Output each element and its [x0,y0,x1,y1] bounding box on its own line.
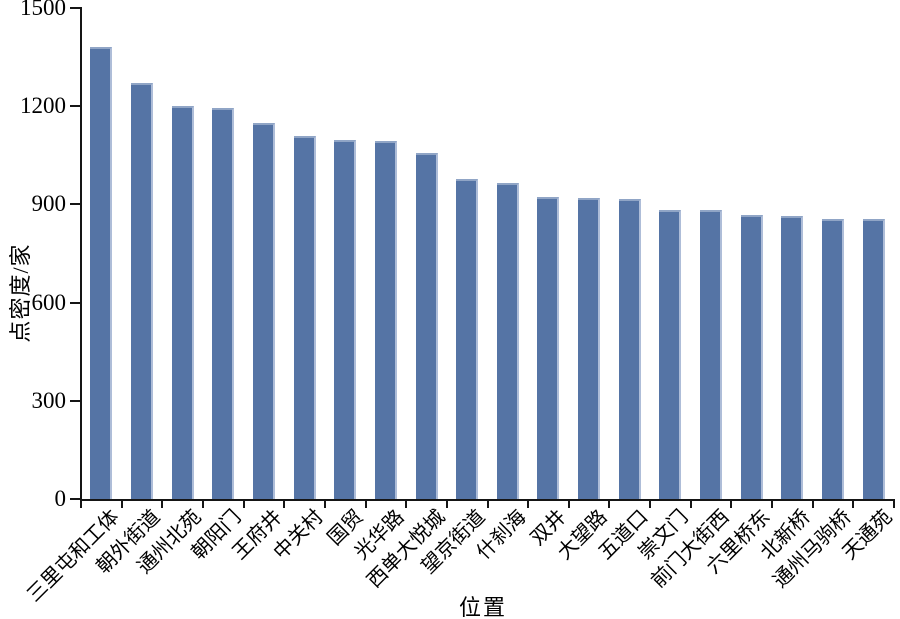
x-tick-mark [364,501,367,508]
x-tick-mark [161,501,164,508]
x-tick-mark [527,501,530,508]
bar [90,47,113,499]
bar [578,197,601,499]
x-tick-mark [852,501,855,508]
x-tick-mark [242,501,245,508]
y-tick-label: 900 [31,191,67,217]
y-tick-mark [70,301,80,304]
bar [781,216,804,499]
x-tick-mark [893,501,895,508]
y-tick-label: 300 [31,387,67,413]
bar [130,82,153,499]
x-tick-mark [405,501,408,508]
bar [618,198,641,499]
x-tick-mark [80,501,82,508]
y-tick-label: 0 [54,486,67,511]
x-tick-mark [811,501,814,508]
bar [659,209,682,499]
y-tick-label: 600 [31,289,67,315]
x-tick-mark [771,501,774,508]
x-tick-mark [283,501,286,508]
bar [537,196,560,499]
bar [374,140,397,499]
bar [862,219,885,499]
bar [212,107,235,499]
x-tick-mark [730,501,733,508]
x-tick-mark [608,501,611,508]
y-tick-mark [70,498,80,500]
x-tick-mark [486,501,489,508]
bar [293,136,316,499]
y-tick-label: 1200 [20,93,66,119]
bar [700,209,723,499]
bar [334,140,357,499]
bar [415,153,438,499]
bar [740,214,763,499]
y-tick-mark [70,203,80,206]
y-tick-label: 1500 [20,0,66,20]
y-tick-mark [70,7,80,9]
bar [456,179,479,499]
y-axis-line [80,7,82,501]
x-tick-mark [689,501,692,508]
bar [496,182,519,499]
x-tick-mark [445,501,448,508]
x-tick-mark [201,501,204,508]
x-tick-mark [649,501,652,508]
x-axis-title: 位置 [458,595,507,619]
y-tick-mark [70,399,80,402]
x-tick-mark [120,501,123,508]
bar [252,122,275,499]
y-tick-mark [70,105,80,108]
x-tick-mark [323,501,326,508]
x-axis-line [80,499,895,501]
bar [822,218,845,499]
x-tick-mark [567,501,570,508]
bar [171,106,194,499]
